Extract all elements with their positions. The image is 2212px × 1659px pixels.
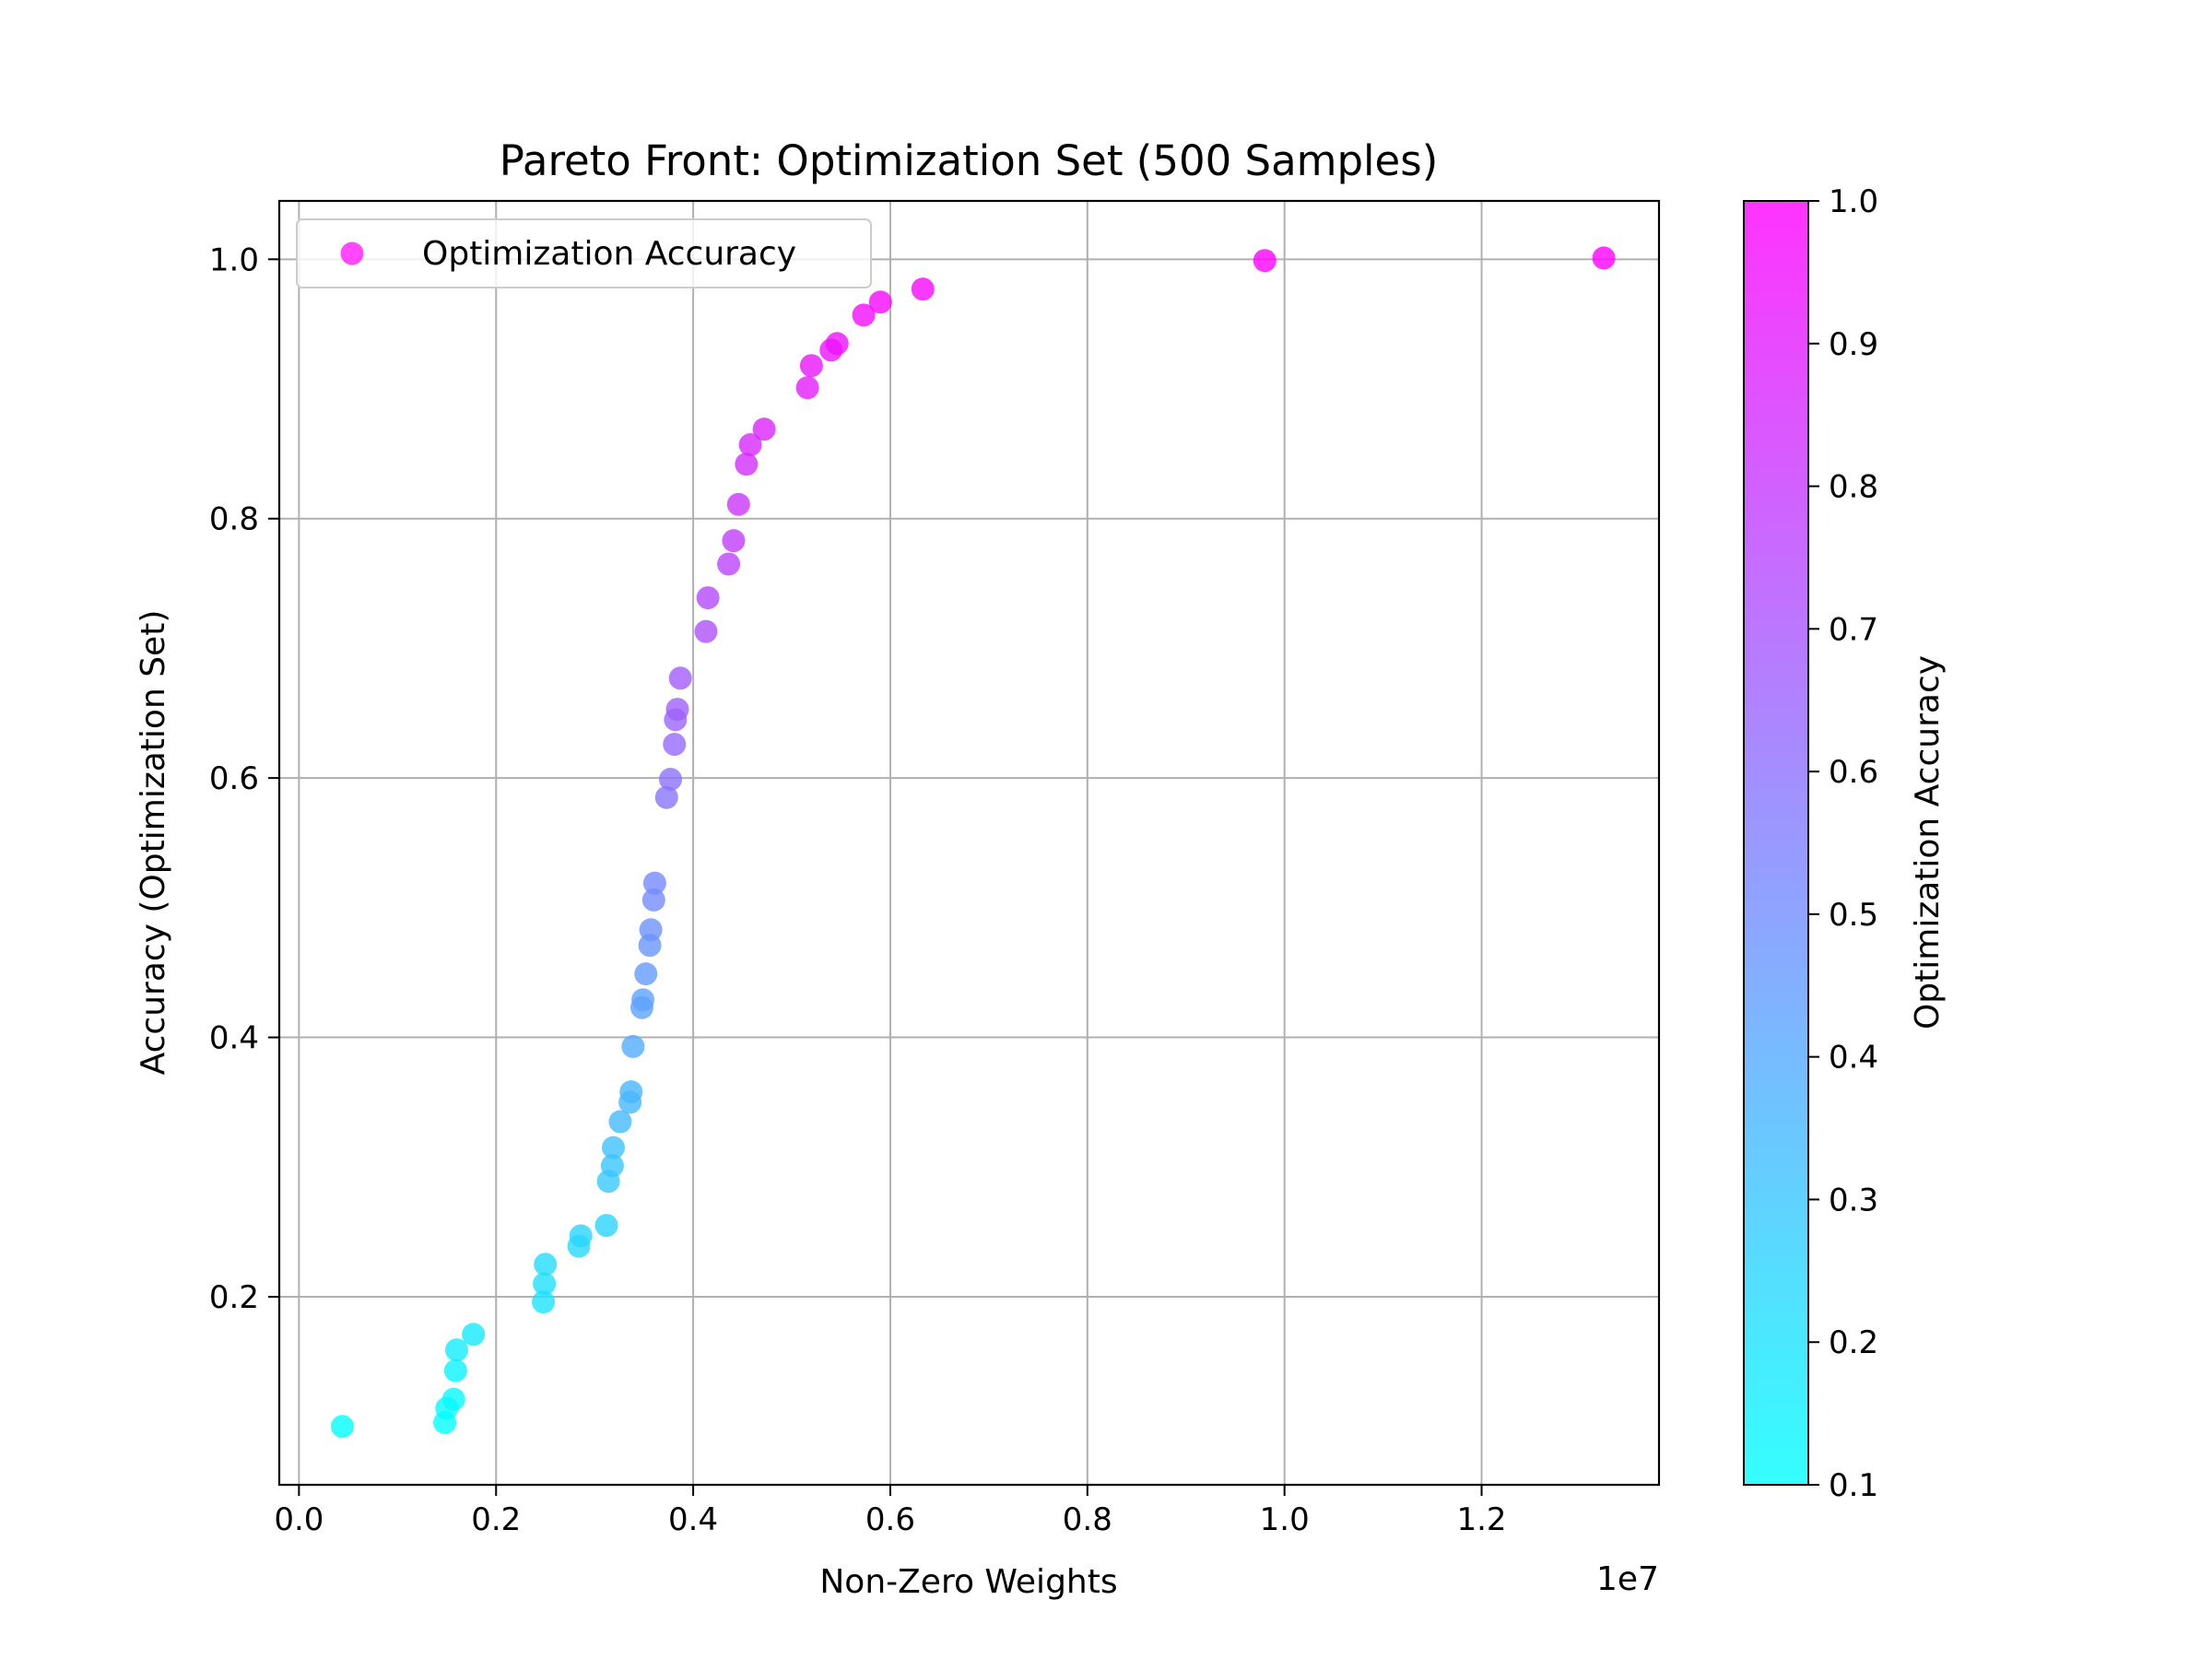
data-point — [600, 1154, 624, 1178]
data-point — [752, 418, 776, 441]
data-point — [654, 785, 678, 809]
x-axis-ticks: 0.0 0.2 0.4 0.6 0.8 1.0 1.2 — [274, 1485, 1507, 1538]
data-point — [696, 586, 720, 610]
legend-box — [296, 218, 872, 288]
data-point — [825, 332, 849, 356]
data-point — [665, 698, 689, 722]
colorbar-tick-label: 0.5 — [1829, 897, 1878, 934]
data-point — [634, 962, 658, 986]
colorbar-tick-label: 0.7 — [1829, 611, 1878, 648]
y-axis-label: Accuracy (Optimization Set) — [135, 610, 172, 1076]
colorbar-label: Optimization Accuracy — [1909, 655, 1947, 1030]
data-point — [621, 1034, 645, 1058]
colorbar-tick-label: 0.9 — [1829, 326, 1878, 363]
data-point — [735, 453, 759, 477]
data-point — [569, 1224, 593, 1248]
data-point — [533, 1272, 557, 1296]
colorbar-ticks: 0.1 0.2 0.3 0.4 0.5 0.6 0.7 0.8 0.9 1.0 — [1808, 183, 1878, 1504]
plot-area — [279, 201, 1659, 1485]
data-point — [852, 303, 876, 327]
x-tick-label: 0.0 — [274, 1501, 324, 1538]
legend: Optimization Accuracy — [296, 218, 872, 288]
data-point — [659, 768, 683, 792]
x-axis-offset-label: 1e7 — [1596, 1560, 1659, 1598]
data-point — [1253, 249, 1277, 273]
legend-label: Optimization Accuracy — [422, 235, 796, 273]
data-point — [1592, 246, 1616, 270]
colorbar-tick-label: 0.8 — [1829, 469, 1878, 506]
data-point — [641, 888, 665, 912]
scatter-points — [330, 246, 1616, 1439]
colorbar-tick-label: 0.2 — [1829, 1324, 1878, 1361]
colorbar-tick-label: 0.6 — [1829, 754, 1878, 791]
x-tick-label: 0.4 — [668, 1501, 718, 1538]
colorbar-gradient — [1744, 201, 1808, 1485]
colorbar-tick-label: 0.1 — [1829, 1467, 1878, 1504]
y-tick-label: 0.8 — [209, 501, 259, 538]
colorbar-frame — [1743, 200, 1809, 1486]
data-point — [868, 290, 892, 314]
x-tick-label: 0.2 — [471, 1501, 521, 1538]
x-tick-label: 1.2 — [1456, 1501, 1506, 1538]
data-point — [462, 1323, 486, 1347]
plot-frame — [277, 199, 1661, 1487]
y-tick-label: 0.4 — [209, 1020, 259, 1057]
data-point — [532, 1290, 556, 1314]
grid-lines — [279, 201, 1659, 1485]
legend-marker — [340, 241, 364, 265]
data-point — [668, 666, 692, 690]
colorbar-tick-label: 1.0 — [1829, 183, 1878, 220]
chart-title: Pareto Front: Optimization Set (500 Samp… — [500, 136, 1439, 185]
y-tick-label: 0.2 — [209, 1279, 259, 1316]
data-point — [619, 1080, 643, 1104]
colorbar-tick-label: 0.3 — [1829, 1182, 1878, 1218]
y-tick-label: 0.6 — [209, 760, 259, 797]
x-axis-label: Non-Zero Weights — [819, 1563, 1117, 1601]
data-point — [443, 1359, 467, 1382]
data-point — [738, 433, 762, 457]
x-tick-label: 0.6 — [865, 1501, 915, 1538]
data-point — [594, 1214, 618, 1238]
data-point — [726, 492, 750, 516]
x-tick-label: 1.0 — [1260, 1501, 1310, 1538]
data-point — [911, 277, 935, 301]
colorbar-tick-label: 0.4 — [1829, 1040, 1878, 1077]
data-point — [799, 354, 823, 378]
data-point — [608, 1110, 632, 1134]
data-point — [330, 1415, 354, 1439]
data-point — [639, 918, 663, 942]
y-axis-ticks: 0.2 0.4 0.6 0.8 1.0 — [209, 241, 279, 1316]
data-point — [694, 619, 718, 643]
data-point — [534, 1253, 558, 1277]
data-point — [441, 1387, 465, 1411]
data-point — [444, 1338, 468, 1362]
data-point — [601, 1135, 625, 1159]
y-tick-label: 1.0 — [209, 241, 259, 278]
data-point — [631, 988, 655, 1012]
data-point — [663, 733, 687, 757]
data-point — [642, 871, 666, 895]
data-point — [795, 376, 819, 400]
data-point — [717, 552, 741, 576]
data-point — [722, 529, 746, 553]
x-tick-label: 0.8 — [1063, 1501, 1112, 1538]
